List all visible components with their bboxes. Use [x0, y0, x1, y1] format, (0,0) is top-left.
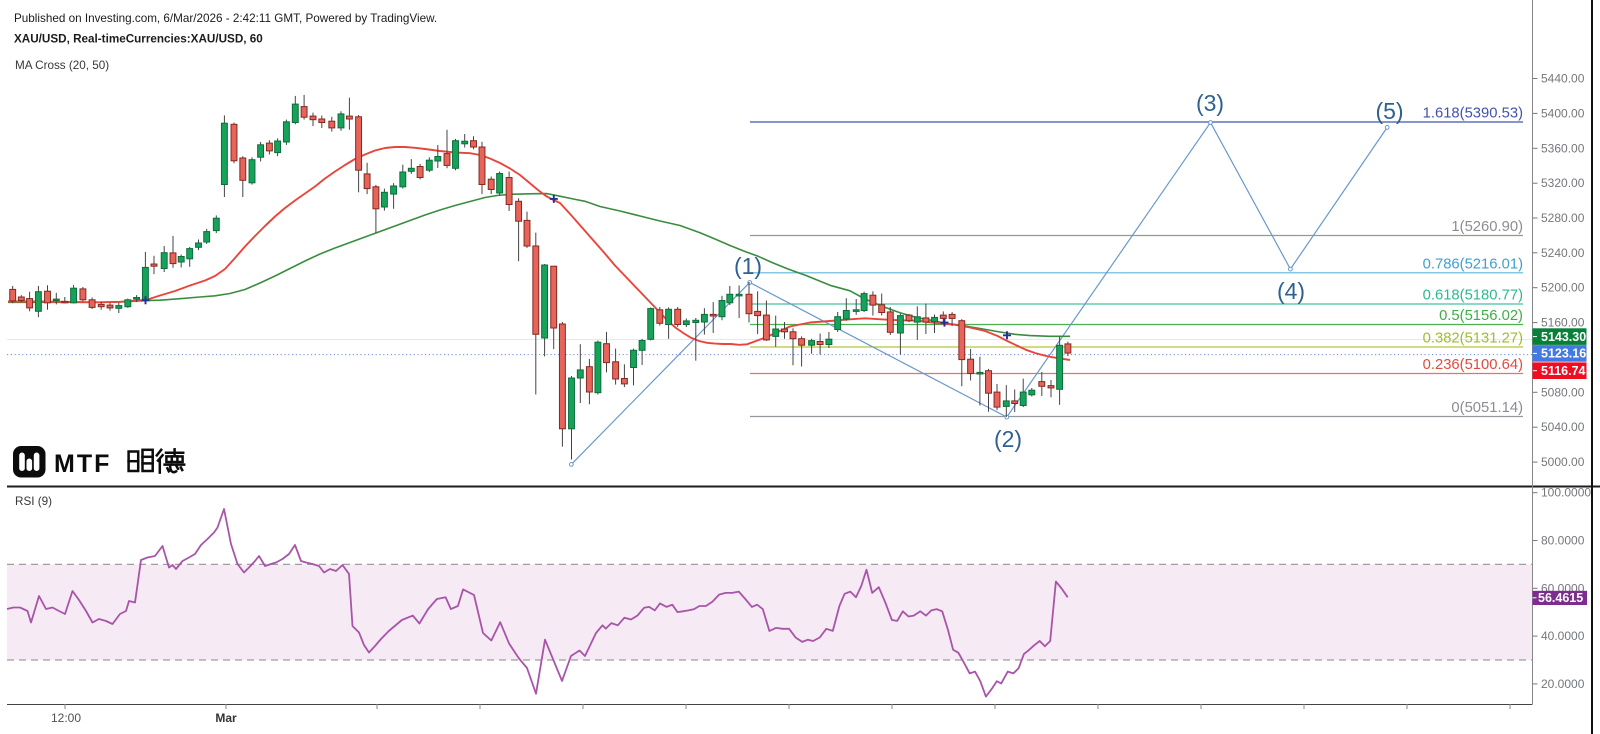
svg-text:5200.00: 5200.00: [1541, 281, 1585, 295]
svg-text:(2): (2): [994, 426, 1022, 452]
svg-text:5400.00: 5400.00: [1541, 106, 1585, 120]
svg-text:(1): (1): [734, 253, 762, 279]
svg-text:12:00: 12:00: [51, 711, 81, 725]
svg-text:XAU/USD, Real-timeCurrencies:X: XAU/USD, Real-timeCurrencies:XAU/USD, 60: [14, 33, 263, 46]
svg-text:(4): (4): [1277, 278, 1305, 304]
svg-text:5080.00: 5080.00: [1541, 385, 1585, 399]
svg-text:5440.00: 5440.00: [1541, 72, 1585, 86]
svg-text:100.0000: 100.0000: [1541, 486, 1591, 500]
svg-text:0.5(5156.02): 0.5(5156.02): [1439, 308, 1523, 324]
svg-text:80.0000: 80.0000: [1541, 534, 1585, 548]
svg-text:5160.00: 5160.00: [1541, 316, 1585, 330]
svg-text:RSI (9): RSI (9): [15, 495, 52, 508]
svg-text:5240.00: 5240.00: [1541, 246, 1585, 260]
svg-text:1(5260.90): 1(5260.90): [1451, 219, 1523, 235]
svg-text:MA Cross (20, 50): MA Cross (20, 50): [15, 59, 109, 72]
svg-text:MTF: MTF: [54, 450, 111, 478]
svg-text:5280.00: 5280.00: [1541, 211, 1585, 225]
svg-text:56.4615: 56.4615: [1538, 591, 1583, 605]
svg-text:0.382(5131.27): 0.382(5131.27): [1423, 331, 1523, 347]
svg-text:5320.00: 5320.00: [1541, 176, 1585, 190]
svg-text:(5): (5): [1375, 98, 1403, 124]
svg-text:Mar: Mar: [215, 711, 237, 725]
svg-text:0(5051.14): 0(5051.14): [1451, 400, 1523, 416]
svg-text:5000.00: 5000.00: [1541, 455, 1585, 469]
svg-text:(3): (3): [1196, 90, 1224, 116]
svg-text:Published on Investing.com, 6/: Published on Investing.com, 6/Mar/2026 -…: [14, 12, 437, 25]
svg-text:5040.00: 5040.00: [1541, 420, 1585, 434]
svg-text:0.618(5180.77): 0.618(5180.77): [1423, 288, 1523, 304]
svg-text:20.0000: 20.0000: [1541, 677, 1585, 691]
svg-text:0.786(5216.01): 0.786(5216.01): [1423, 256, 1523, 272]
svg-text:0.236(5100.64): 0.236(5100.64): [1423, 357, 1523, 373]
svg-text:1.618(5390.53): 1.618(5390.53): [1423, 106, 1523, 122]
svg-text:5123.16: 5123.16: [1541, 347, 1586, 361]
svg-text:5143.30: 5143.30: [1541, 330, 1586, 344]
svg-text:5116.74: 5116.74: [1541, 364, 1586, 378]
svg-text:5360.00: 5360.00: [1541, 141, 1585, 155]
svg-text:40.0000: 40.0000: [1541, 629, 1585, 643]
